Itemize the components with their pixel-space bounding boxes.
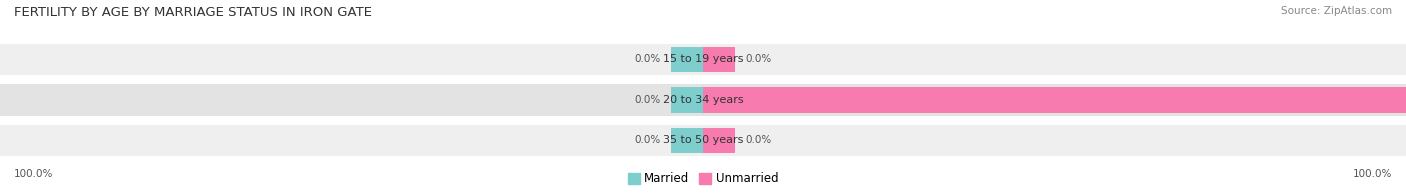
Text: 35 to 50 years: 35 to 50 years (662, 135, 744, 145)
Text: FERTILITY BY AGE BY MARRIAGE STATUS IN IRON GATE: FERTILITY BY AGE BY MARRIAGE STATUS IN I… (14, 6, 373, 19)
Text: 0.0%: 0.0% (745, 135, 772, 145)
Bar (672, 87, 703, 113)
Bar (703, 87, 734, 113)
Bar (0, 125, 1406, 156)
Bar (0, 44, 1406, 75)
Bar (0, 84, 1406, 116)
Text: 100.0%: 100.0% (1353, 169, 1392, 179)
Text: 0.0%: 0.0% (634, 95, 661, 105)
Text: 100.0%: 100.0% (14, 169, 53, 179)
Bar (703, 47, 734, 72)
Text: Source: ZipAtlas.com: Source: ZipAtlas.com (1281, 6, 1392, 16)
Bar (703, 128, 734, 153)
Text: 0.0%: 0.0% (634, 54, 661, 64)
Bar (672, 47, 703, 72)
Text: 15 to 19 years: 15 to 19 years (662, 54, 744, 64)
Text: 0.0%: 0.0% (745, 54, 772, 64)
Bar (703, 87, 1406, 113)
Bar (672, 128, 703, 153)
Text: 20 to 34 years: 20 to 34 years (662, 95, 744, 105)
Legend: Married, Unmarried: Married, Unmarried (623, 168, 783, 190)
Text: 0.0%: 0.0% (634, 135, 661, 145)
